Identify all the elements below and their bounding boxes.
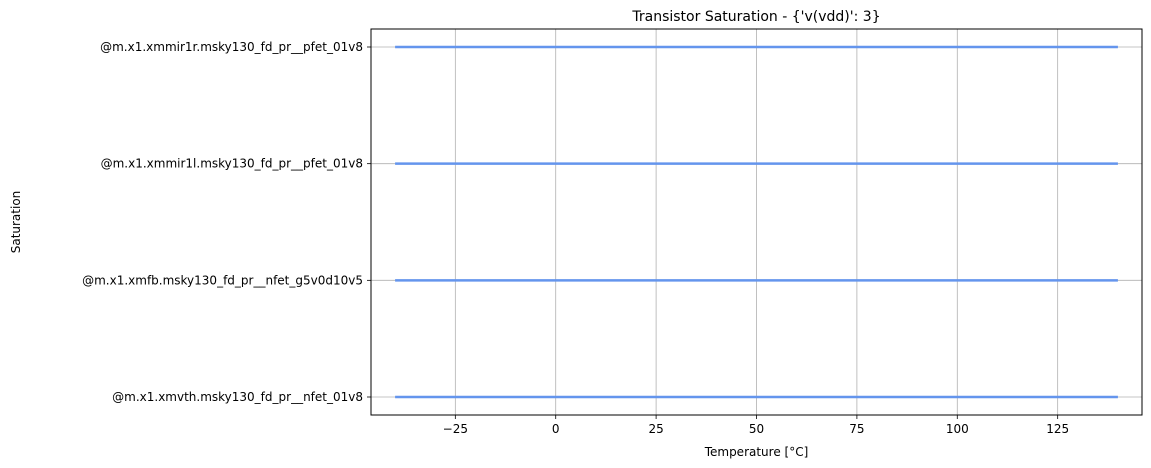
y-tick-label: @m.x1.xmfb.msky130_fd_pr__nfet_g5v0d10v5 (82, 273, 363, 287)
x-tick-label: 100 (946, 422, 969, 436)
y-axis-label: Saturation (9, 191, 23, 254)
series-layer (395, 45, 1118, 399)
x-tick-label: 75 (849, 422, 864, 436)
y-tick-label: @m.x1.xmmir1l.msky130_fd_pr__pfet_01v8 (101, 157, 363, 171)
x-tick-label: −25 (443, 422, 468, 436)
x-tick-label: 50 (749, 422, 764, 436)
tick-layer: −25 0 25 50 75 100 125 @m.x1.xmvth.msky130_fd_p… (82, 40, 1069, 436)
y-tick-label: @m.x1.xmmir1r.msky130_fd_pr__pfet_01v8 (100, 40, 363, 54)
x-tick-label: 125 (1046, 422, 1069, 436)
x-tick-label: 0 (552, 422, 560, 436)
y-tick-label: @m.x1.xmvth.msky130_fd_pr__nfet_01v8 (112, 390, 363, 404)
chart-title: Transistor Saturation - {'v(vdd)': 3} (631, 9, 880, 25)
grid-layer (371, 29, 1142, 415)
x-tick-label: 25 (648, 422, 663, 436)
x-axis-label: Temperature [°C] (704, 445, 809, 459)
